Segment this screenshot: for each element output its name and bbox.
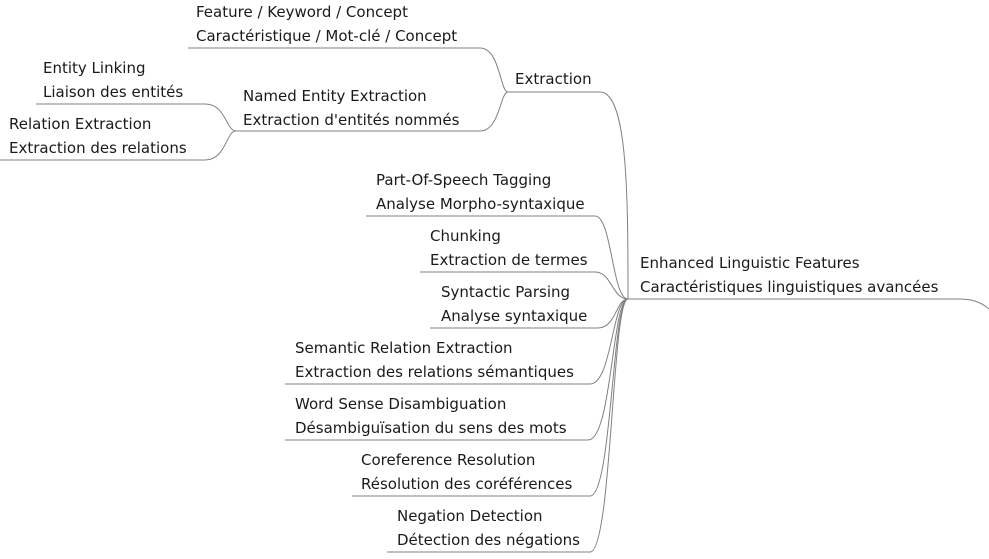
node-semantic-relation-extraction: Semantic Relation Extraction Extraction … xyxy=(295,339,574,381)
node-label-fr: Détection des négations xyxy=(397,531,580,549)
node-coreference-resolution: Coreference Resolution Résolution des co… xyxy=(361,451,573,493)
node-label-en: Enhanced Linguistic Features xyxy=(640,254,860,272)
node-label-fr: Résolution des coréférences xyxy=(361,475,573,493)
connector-root-extraction xyxy=(508,91,629,300)
node-label-en: Extraction xyxy=(515,70,592,88)
node-label-fr: Extraction de termes xyxy=(430,251,588,269)
node-label-en: Part-Of-Speech Tagging xyxy=(376,171,551,189)
node-chunking: Chunking Extraction de termes xyxy=(430,227,588,269)
connectors xyxy=(0,47,989,553)
node-label-en: Coreference Resolution xyxy=(361,451,535,469)
node-label-fr: Désambiguïsation du sens des mots xyxy=(295,419,567,437)
connector-root-pos xyxy=(366,215,629,300)
node-label-en: Feature / Keyword / Concept xyxy=(196,3,408,21)
node-label-en: Syntactic Parsing xyxy=(441,283,570,301)
connector-named-entity-entity-linking xyxy=(36,103,237,132)
connector-root-coreference xyxy=(352,298,629,497)
connector-root-underline xyxy=(628,298,989,310)
connector-root-chunking xyxy=(420,271,629,300)
connector-root-wsd xyxy=(285,298,629,441)
node-label-en: Negation Detection xyxy=(397,507,543,525)
node-label-fr: Extraction des relations sémantiques xyxy=(295,363,574,381)
node-label-fr: Analyse Morpho-syntaxique xyxy=(376,195,585,213)
node-label-en: Entity Linking xyxy=(43,59,145,77)
node-named-entity-extraction: Named Entity Extraction Extraction d'ent… xyxy=(243,87,460,129)
node-label-en: Relation Extraction xyxy=(9,115,151,133)
node-label-fr: Extraction d'entités nommés xyxy=(243,111,460,129)
node-label-fr: Analyse syntaxique xyxy=(441,307,587,325)
node-extraction: Extraction xyxy=(515,70,592,88)
connector-extraction-named-entity xyxy=(236,91,509,132)
node-label-en: Chunking xyxy=(430,227,501,245)
node-feature-keyword-concept: Feature / Keyword / Concept Caractéristi… xyxy=(196,3,457,45)
node-relation-extraction: Relation Extraction Extraction des relat… xyxy=(9,115,187,157)
node-label-en: Semantic Relation Extraction xyxy=(295,339,513,357)
connector-root-negation xyxy=(387,298,629,553)
node-label-fr: Extraction des relations xyxy=(9,139,187,157)
connector-root-semantic xyxy=(285,298,629,385)
node-label-en: Word Sense Disambiguation xyxy=(295,395,506,413)
node-syntactic-parsing: Syntactic Parsing Analyse syntaxique xyxy=(441,283,587,325)
connector-extraction-feature xyxy=(188,47,509,93)
node-label-en: Named Entity Extraction xyxy=(243,87,427,105)
node-label-fr: Liaison des entités xyxy=(43,83,183,101)
connector-named-entity-relation xyxy=(0,130,237,161)
node-negation-detection: Negation Detection Détection des négatio… xyxy=(397,507,580,549)
node-root: Enhanced Linguistic Features Caractérist… xyxy=(640,254,939,296)
node-label-fr: Caractéristiques linguistiques avancées xyxy=(640,278,939,296)
node-pos-tagging: Part-Of-Speech Tagging Analyse Morpho-sy… xyxy=(376,171,585,213)
node-word-sense-disambiguation: Word Sense Disambiguation Désambiguïsati… xyxy=(295,395,567,437)
node-label-fr: Caractéristique / Mot-clé / Concept xyxy=(196,27,457,45)
node-entity-linking: Entity Linking Liaison des entités xyxy=(43,59,183,101)
